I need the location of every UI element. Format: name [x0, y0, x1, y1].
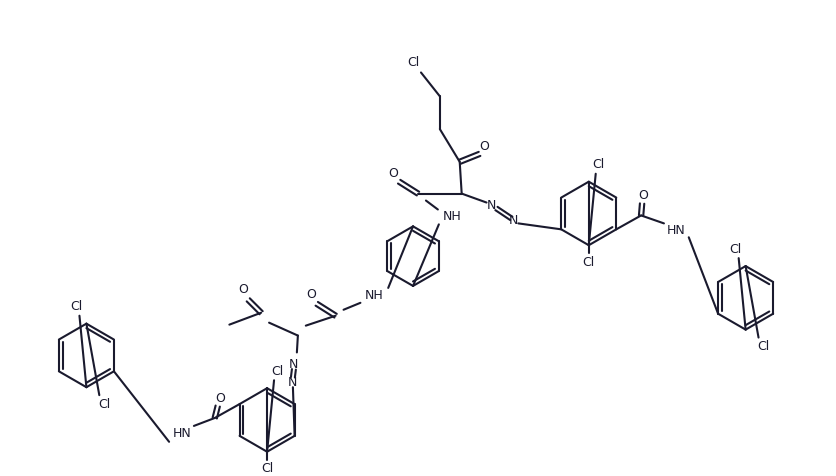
Text: Cl: Cl [271, 365, 283, 378]
Text: Cl: Cl [261, 462, 273, 475]
Text: NH: NH [442, 210, 461, 223]
Text: HN: HN [172, 427, 191, 440]
Text: Cl: Cl [582, 256, 594, 268]
Text: O: O [305, 288, 315, 301]
Text: O: O [388, 167, 398, 180]
Text: O: O [637, 189, 647, 202]
Text: O: O [215, 392, 224, 405]
Text: N: N [289, 358, 298, 371]
Text: HN: HN [665, 224, 685, 237]
Text: N: N [487, 199, 496, 212]
Text: Cl: Cl [70, 300, 83, 313]
Text: Cl: Cl [406, 56, 419, 69]
Text: N: N [288, 376, 298, 389]
Text: Cl: Cl [757, 340, 769, 353]
Text: Cl: Cl [98, 397, 110, 411]
Text: O: O [238, 283, 248, 297]
Text: Cl: Cl [592, 159, 604, 171]
Text: N: N [508, 214, 517, 227]
Text: NH: NH [364, 289, 383, 302]
Text: O: O [479, 140, 489, 153]
Text: Cl: Cl [729, 243, 741, 256]
